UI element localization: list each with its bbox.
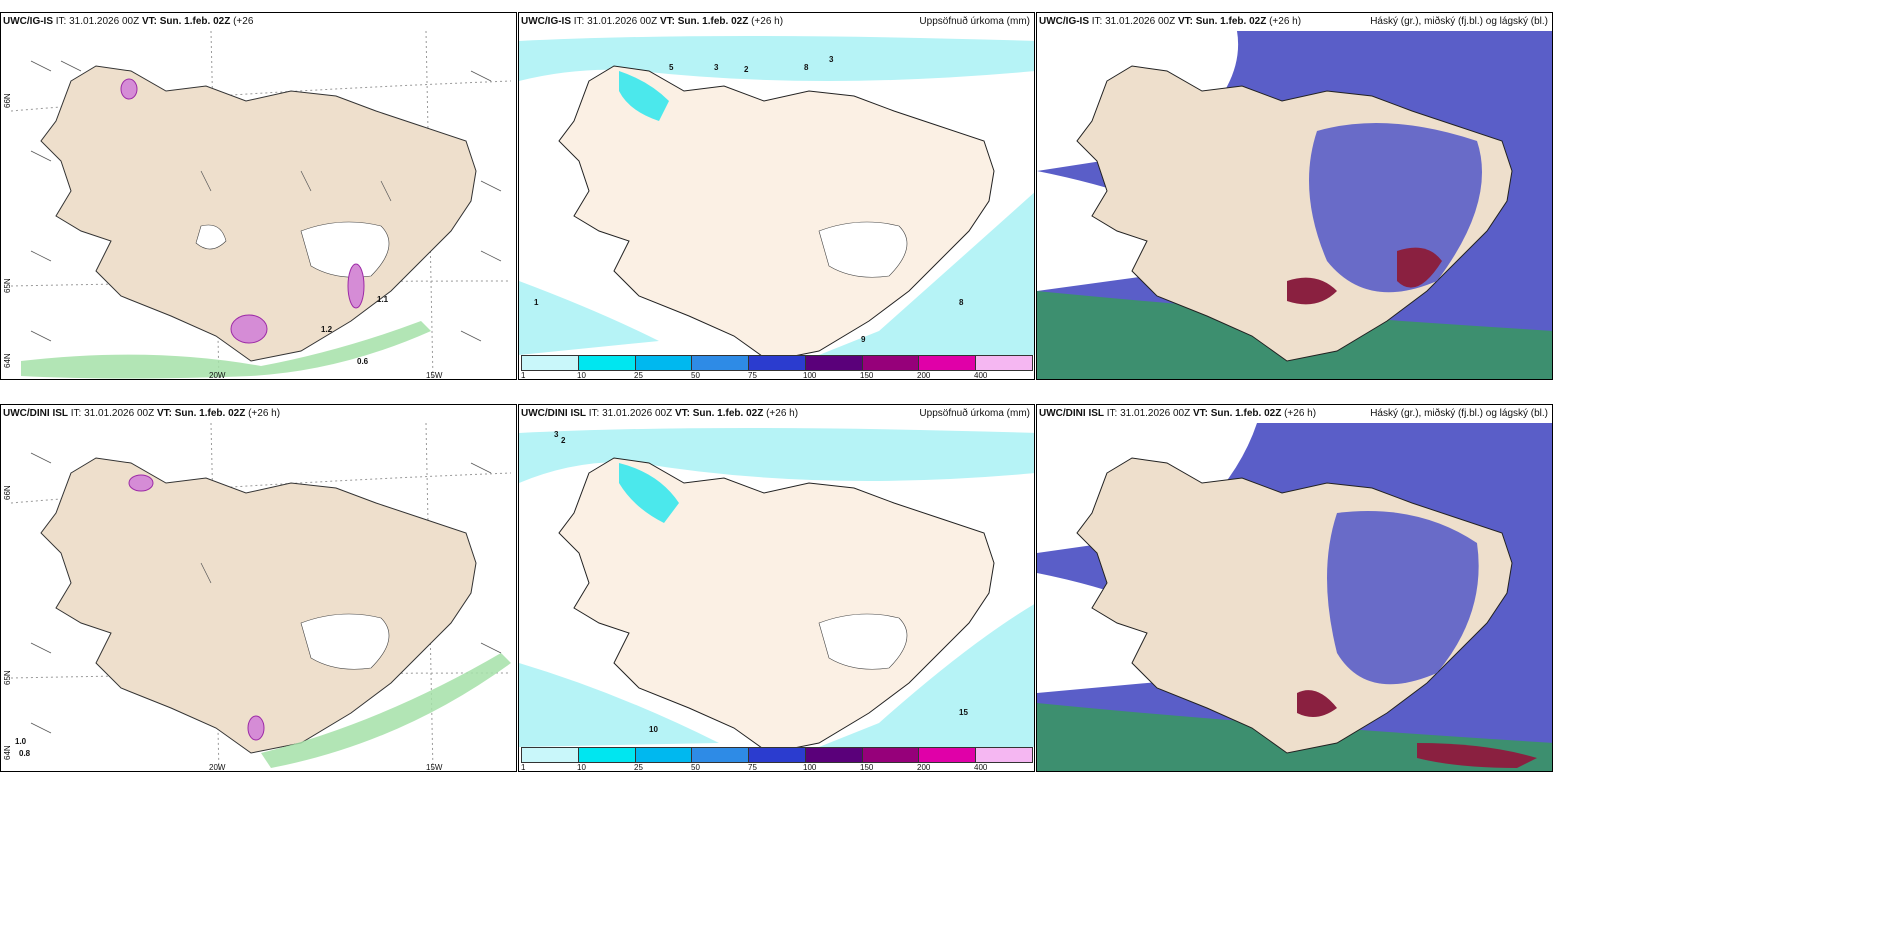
snow-area bbox=[120, 78, 138, 100]
panel-title: UWC/DINI ISL IT: 31.01.2026 00Z VT: Sun.… bbox=[1039, 408, 1317, 419]
value-label: 3 bbox=[554, 430, 559, 439]
value-label: 1.1 bbox=[377, 295, 389, 304]
panel-right-title: Uppsöfnuð úrkoma (mm) bbox=[919, 16, 1030, 27]
iceland-land bbox=[558, 65, 995, 362]
value-label: 8 bbox=[959, 298, 964, 307]
value-label: 3 bbox=[714, 63, 719, 72]
panel-precip-dini: UWC/DINI ISL IT: 31.01.2026 00Z VT: Sun.… bbox=[518, 404, 1035, 772]
value-label: 1.2 bbox=[321, 325, 333, 334]
value-label: 8 bbox=[804, 63, 809, 72]
map-area[interactable] bbox=[1037, 31, 1552, 379]
map-clouds bbox=[1037, 31, 1552, 379]
panel-wind-snow-dini: UWC/DINI ISL IT: 31.01.2026 00Z VT: Sun.… bbox=[0, 404, 517, 772]
panel-title: UWC/IG-IS IT: 31.01.2026 00Z VT: Sun. 1.… bbox=[3, 16, 254, 27]
lon-label: 20W bbox=[209, 763, 226, 772]
panel-precip-igis: UWC/IG-IS IT: 31.01.2026 00Z VT: Sun. 1.… bbox=[518, 12, 1035, 380]
lat-label: 66N bbox=[3, 485, 12, 500]
iceland-land bbox=[40, 65, 477, 362]
glacier-vatnajokull bbox=[300, 613, 390, 670]
lat-label: 65N bbox=[3, 670, 12, 685]
lat-label: 66N bbox=[3, 93, 12, 108]
map-wind-barbs bbox=[10, 30, 512, 379]
map-precip bbox=[519, 36, 1034, 362]
lon-label: 15W bbox=[426, 371, 443, 380]
lat-label: 65N bbox=[3, 278, 12, 293]
glacier-vatnajokull bbox=[818, 613, 908, 670]
map-area[interactable] bbox=[519, 31, 1034, 362]
snow-area bbox=[347, 263, 365, 309]
panel-title: UWC/IG-IS IT: 31.01.2026 00Z VT: Sun. 1.… bbox=[1039, 16, 1302, 27]
panel-clouds-igis: UWC/IG-IS IT: 31.01.2026 00Z VT: Sun. 1.… bbox=[1036, 12, 1553, 380]
precip-green bbox=[21, 321, 431, 379]
panel-right-title: Uppsöfnuð úrkoma (mm) bbox=[919, 408, 1030, 419]
snow-area bbox=[230, 314, 268, 344]
value-label: 2 bbox=[561, 436, 566, 445]
colorbar-ticks: 1 10 25 50 75 100 150 200 400 bbox=[521, 763, 988, 772]
map-wind-barbs bbox=[10, 422, 512, 771]
map-area[interactable] bbox=[1, 30, 516, 379]
value-label: 15 bbox=[959, 708, 968, 717]
panel-clouds-dini: UWC/DINI ISL IT: 31.01.2026 00Z VT: Sun.… bbox=[1036, 404, 1553, 772]
iceland-land bbox=[558, 457, 995, 754]
panel-title: UWC/IG-IS IT: 31.01.2026 00Z VT: Sun. 1.… bbox=[521, 16, 784, 27]
glacier-vatnajokull bbox=[818, 221, 908, 278]
value-label: 1.0 bbox=[15, 737, 27, 746]
snow-area bbox=[128, 474, 154, 492]
lon-label: 20W bbox=[209, 371, 226, 380]
colorbar-ticks: 1 10 25 50 75 100 150 200 400 bbox=[521, 371, 988, 380]
map-precip bbox=[519, 428, 1034, 754]
value-label: 9 bbox=[861, 335, 866, 344]
value-label: 3 bbox=[829, 55, 834, 64]
snow-area bbox=[247, 715, 265, 741]
value-label: 10 bbox=[649, 725, 658, 734]
colorbar bbox=[521, 355, 1033, 371]
lon-label: 15W bbox=[426, 763, 443, 772]
map-area[interactable] bbox=[1, 422, 516, 771]
map-clouds bbox=[1037, 423, 1552, 771]
value-label: 1 bbox=[534, 298, 539, 307]
lat-label: 64N bbox=[3, 353, 12, 368]
lat-label: 64N bbox=[3, 745, 12, 760]
map-area[interactable] bbox=[1037, 423, 1552, 771]
panel-title: UWC/DINI ISL IT: 31.01.2026 00Z VT: Sun.… bbox=[521, 408, 799, 419]
value-label: 0.8 bbox=[19, 749, 31, 758]
panel-right-title: Háský (gr.), miðský (fj.bl.) og lágský (… bbox=[1370, 16, 1548, 27]
value-label: 2 bbox=[744, 65, 749, 74]
map-area[interactable] bbox=[519, 423, 1034, 754]
panel-wind-snow-igis: UWC/IG-IS IT: 31.01.2026 00Z VT: Sun. 1.… bbox=[0, 12, 517, 380]
panel-right-title: Háský (gr.), miðský (fj.bl.) og lágský (… bbox=[1370, 408, 1548, 419]
colorbar bbox=[521, 747, 1033, 763]
panel-title: UWC/DINI ISL IT: 31.01.2026 00Z VT: Sun.… bbox=[3, 408, 281, 419]
value-label: 0.6 bbox=[357, 357, 369, 366]
glacier-vatnajokull bbox=[300, 221, 390, 278]
iceland-land bbox=[40, 457, 477, 754]
precip-green bbox=[261, 653, 511, 768]
glacier-langjokull bbox=[195, 224, 227, 250]
value-label: 5 bbox=[669, 63, 674, 72]
